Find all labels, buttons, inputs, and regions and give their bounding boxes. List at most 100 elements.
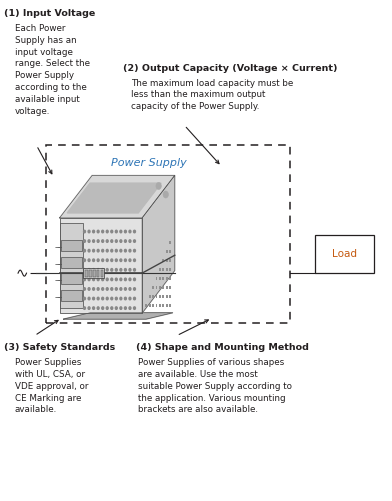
Bar: [159, 304, 161, 307]
Circle shape: [83, 278, 85, 281]
Circle shape: [15, 263, 30, 283]
Circle shape: [97, 249, 99, 252]
Bar: [166, 304, 168, 307]
Circle shape: [97, 278, 99, 281]
Bar: [60, 218, 142, 313]
Circle shape: [88, 297, 90, 300]
Bar: [169, 286, 171, 289]
Circle shape: [106, 269, 108, 271]
Circle shape: [111, 297, 113, 300]
Circle shape: [115, 288, 117, 290]
Text: (3) Safety Standards: (3) Safety Standards: [4, 343, 115, 352]
Bar: [89, 270, 92, 277]
Circle shape: [97, 288, 99, 290]
Bar: [169, 277, 171, 280]
Bar: [93, 270, 96, 277]
Bar: [162, 277, 164, 280]
Circle shape: [88, 288, 90, 290]
Polygon shape: [142, 175, 175, 313]
Circle shape: [115, 259, 117, 262]
Bar: [162, 259, 164, 262]
Circle shape: [129, 249, 131, 252]
Circle shape: [102, 288, 103, 290]
Circle shape: [163, 191, 169, 198]
Circle shape: [124, 297, 126, 300]
Circle shape: [156, 182, 162, 189]
Circle shape: [120, 259, 122, 262]
Circle shape: [134, 297, 136, 300]
Bar: [152, 304, 154, 307]
Circle shape: [111, 249, 113, 252]
Circle shape: [83, 230, 85, 233]
Circle shape: [129, 307, 131, 310]
Circle shape: [124, 288, 126, 290]
Circle shape: [93, 240, 94, 242]
Circle shape: [88, 240, 90, 242]
Bar: [159, 286, 161, 289]
Text: Power Supplies
with UL, CSA, or
VDE approval, or
CE Marking are
available.: Power Supplies with UL, CSA, or VDE appr…: [15, 358, 88, 414]
Circle shape: [83, 288, 85, 290]
Polygon shape: [64, 313, 173, 319]
Circle shape: [88, 249, 90, 252]
Circle shape: [120, 249, 122, 252]
Circle shape: [129, 240, 131, 242]
Polygon shape: [60, 175, 175, 218]
Bar: [166, 250, 168, 253]
Text: (4) Shape and Mounting Method: (4) Shape and Mounting Method: [136, 343, 309, 352]
Circle shape: [88, 269, 90, 271]
Circle shape: [97, 269, 99, 271]
Circle shape: [97, 259, 99, 262]
Circle shape: [88, 278, 90, 281]
Circle shape: [111, 288, 113, 290]
Circle shape: [106, 240, 108, 242]
Circle shape: [83, 307, 85, 310]
Bar: [159, 295, 161, 298]
Bar: [169, 295, 171, 298]
Circle shape: [115, 240, 117, 242]
Bar: [149, 295, 151, 298]
Circle shape: [129, 259, 131, 262]
Circle shape: [115, 307, 117, 310]
Circle shape: [83, 297, 85, 300]
Bar: [156, 277, 158, 280]
Circle shape: [83, 249, 85, 252]
Circle shape: [102, 269, 103, 271]
Circle shape: [93, 288, 94, 290]
Circle shape: [102, 259, 103, 262]
Circle shape: [134, 259, 136, 262]
Circle shape: [102, 297, 103, 300]
Circle shape: [120, 307, 122, 310]
Text: Power Supplies of various shapes
are available. Use the most
suitable Power Supp: Power Supplies of various shapes are ava…: [138, 358, 292, 414]
Bar: [169, 268, 171, 271]
Circle shape: [83, 259, 85, 262]
Bar: [315, 235, 374, 273]
Text: Each Power
Supply has an
input voltage
range. Select the
Power Supply
according : Each Power Supply has an input voltage r…: [15, 24, 90, 116]
Circle shape: [93, 259, 94, 262]
Circle shape: [106, 278, 108, 281]
Circle shape: [106, 259, 108, 262]
Circle shape: [97, 297, 99, 300]
Circle shape: [120, 230, 122, 233]
Circle shape: [111, 278, 113, 281]
Circle shape: [93, 230, 94, 233]
Circle shape: [88, 259, 90, 262]
Circle shape: [134, 240, 136, 242]
Bar: [169, 250, 171, 253]
Circle shape: [124, 278, 126, 281]
Circle shape: [102, 249, 103, 252]
Bar: [162, 268, 164, 271]
Bar: [62, 273, 82, 284]
Circle shape: [134, 307, 136, 310]
Bar: [83, 268, 105, 278]
Text: (1) Input Voltage: (1) Input Voltage: [4, 9, 95, 18]
Bar: [46, 145, 290, 323]
Text: Load: Load: [332, 249, 357, 259]
Circle shape: [111, 307, 113, 310]
Circle shape: [129, 230, 131, 233]
Circle shape: [93, 269, 94, 271]
Bar: [166, 277, 168, 280]
Circle shape: [120, 297, 122, 300]
Bar: [162, 286, 164, 289]
Circle shape: [134, 230, 136, 233]
Bar: [62, 257, 82, 268]
